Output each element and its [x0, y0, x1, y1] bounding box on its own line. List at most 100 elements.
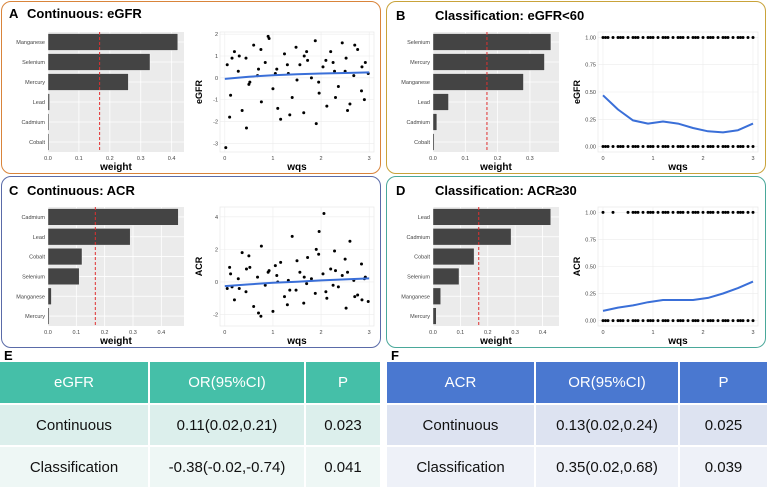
data-point	[649, 319, 652, 323]
y-tick-label: 0.75	[585, 63, 596, 69]
y-tick-label: 0.75	[585, 237, 596, 243]
data-point	[646, 35, 650, 39]
data-point	[646, 319, 650, 323]
data-point	[252, 43, 256, 47]
x-axis-label: wqs	[286, 336, 307, 347]
weight-bar	[47, 208, 179, 226]
data-point	[721, 35, 725, 39]
data-point	[656, 145, 660, 149]
x-tick-label: 0.1	[461, 156, 469, 162]
x-tick-label: 1	[651, 330, 654, 336]
data-point	[739, 35, 742, 39]
data-point	[651, 35, 655, 39]
weight-bar	[432, 228, 512, 246]
data-point	[634, 319, 637, 323]
trend-line	[602, 280, 754, 312]
x-tick-label: 0.4	[539, 330, 547, 336]
data-point	[259, 314, 263, 318]
data-point	[701, 210, 705, 214]
data-point	[701, 319, 705, 323]
data-point	[679, 210, 682, 214]
weight-bar	[47, 73, 129, 91]
data-point	[309, 76, 313, 80]
y-tick-label: Lead	[33, 235, 45, 241]
data-point	[247, 254, 251, 258]
data-point	[329, 267, 333, 271]
column-header: eGFR	[0, 362, 150, 404]
data-point	[294, 288, 298, 292]
data-point	[334, 95, 337, 99]
data-point	[259, 100, 263, 104]
trend-line	[224, 71, 370, 80]
panel-label-c: C	[9, 183, 19, 198]
data-point	[275, 273, 279, 277]
y-tick-label: 0	[215, 76, 218, 82]
panel-a	[1, 1, 381, 174]
y-tick-label: Mercury	[25, 314, 45, 320]
x-tick-label: 3	[751, 330, 754, 336]
data-point	[257, 311, 260, 315]
x-tick-label: 0	[223, 156, 226, 162]
data-point	[611, 210, 615, 214]
data-point	[741, 145, 745, 149]
y-axis-label: eGFR	[572, 80, 582, 105]
data-point	[229, 93, 233, 97]
data-point	[237, 287, 241, 291]
data-point	[344, 56, 348, 60]
data-point	[225, 287, 229, 291]
data-point	[739, 145, 742, 149]
table-row: Classification -0.38(-0.02,-0.74) 0.041	[0, 445, 380, 487]
data-point	[626, 210, 630, 214]
scatter-chart-c: 0 1 2 3 -2 0 2 4 wqs ACR	[194, 206, 375, 347]
column-header: P	[718, 374, 729, 391]
data-point	[631, 210, 635, 214]
data-point	[317, 229, 321, 233]
data-point	[230, 56, 234, 60]
data-point	[302, 111, 306, 115]
data-point	[686, 210, 690, 214]
x-axis-label: wqs	[667, 162, 688, 173]
data-point	[346, 109, 350, 113]
data-point	[302, 275, 306, 279]
weight-bar	[432, 133, 435, 151]
data-point	[336, 85, 340, 89]
data-point	[681, 210, 685, 214]
table-cell: Continuous	[0, 403, 150, 446]
data-point	[676, 319, 680, 323]
data-point	[295, 259, 299, 263]
y-tick-label: Cobalt	[414, 255, 430, 261]
trend-line	[224, 277, 370, 288]
data-point	[741, 35, 745, 39]
data-point	[344, 306, 348, 310]
plot-background	[433, 32, 559, 152]
data-point	[621, 145, 625, 149]
y-tick-label: 0	[215, 280, 218, 286]
scatter-chart-b: 0 1 2 3 0.00 0.25 0.50 0.75 1.00 wqs eGFR	[572, 31, 759, 173]
data-point	[621, 319, 625, 323]
data-point	[601, 319, 605, 323]
data-point	[266, 34, 270, 38]
weight-bar	[47, 307, 50, 325]
data-point	[706, 145, 710, 149]
y-tick-label: 0.50	[585, 90, 596, 96]
data-point	[240, 109, 244, 113]
y-tick-label: 1	[215, 54, 218, 60]
panel-title-c: Continuous: ACR	[27, 183, 135, 198]
y-tick-label: Manganese	[16, 40, 45, 46]
data-point	[641, 35, 645, 39]
weight-bar	[47, 93, 50, 111]
data-point	[696, 210, 700, 214]
data-point	[641, 319, 645, 323]
weight-bar	[432, 267, 460, 285]
data-point	[321, 272, 325, 276]
data-point	[309, 277, 313, 281]
data-point	[636, 319, 640, 323]
data-point	[314, 247, 318, 251]
x-tick-label: 0.2	[484, 330, 492, 336]
data-point	[353, 43, 357, 47]
data-point	[736, 210, 740, 214]
data-point	[671, 35, 675, 39]
data-point	[363, 61, 367, 65]
data-point	[257, 67, 260, 71]
y-tick-label: Selenium	[22, 274, 45, 280]
